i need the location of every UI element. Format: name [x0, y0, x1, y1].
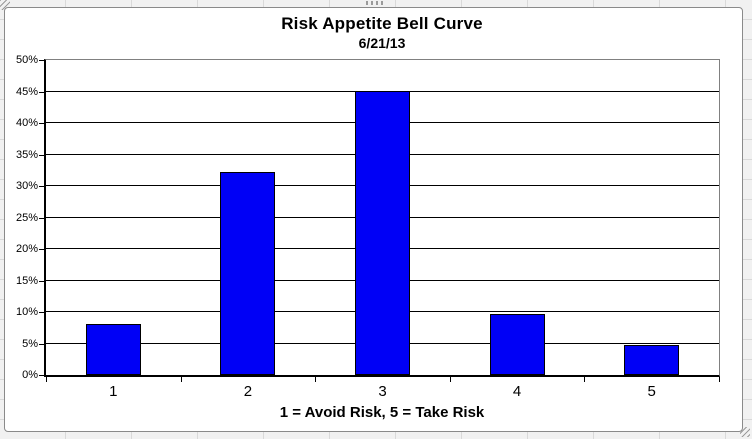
x-axis-tick	[180, 377, 182, 382]
x-axis-label-1: 1	[109, 383, 118, 400]
bar-category-5[interactable]	[624, 344, 680, 375]
y-axis-tick	[39, 217, 44, 219]
x-axis-tick	[315, 377, 317, 382]
y-axis-label-5pct: 5%	[22, 337, 38, 350]
chart-resize-handle-top-left[interactable]	[0, 0, 10, 10]
y-axis-label-45pct: 45%	[15, 85, 38, 98]
x-axis-label-5: 5	[647, 383, 656, 400]
y-axis-label-30pct: 30%	[15, 180, 38, 192]
y-axis-label-20pct: 20%	[15, 243, 38, 255]
y-axis-tick	[39, 154, 44, 156]
y-axis-tick	[39, 60, 44, 61]
y-axis-tick	[39, 343, 44, 345]
y-axis-tick	[39, 312, 44, 313]
y-axis-label-35pct: 35%	[15, 148, 38, 161]
plot-area	[44, 59, 720, 377]
x-axis-tick	[584, 377, 586, 382]
chart-object[interactable]: Risk Appetite Bell Curve 6/21/13 1 = Avo…	[4, 7, 743, 432]
x-axis-label-4: 4	[512, 383, 522, 400]
y-axis-label-0pct: 0%	[22, 369, 38, 381]
y-axis-tick	[39, 280, 44, 282]
bar-category-1[interactable]	[85, 323, 141, 375]
y-axis-tick	[39, 123, 44, 124]
y-axis-label-15pct: 15%	[15, 274, 38, 287]
y-axis-label-10pct: 10%	[15, 306, 38, 318]
chart-subtitle: 6/21/13	[358, 35, 406, 51]
bar-category-3[interactable]	[355, 90, 410, 375]
x-axis-label-3: 3	[378, 383, 387, 400]
x-axis-tick	[449, 377, 451, 382]
y-axis-label-40pct: 40%	[15, 117, 38, 129]
y-axis-tick	[39, 91, 44, 93]
chart-title: Risk Appetite Bell Curve	[281, 14, 483, 33]
x-axis-tick	[719, 377, 720, 382]
y-axis-tick	[39, 249, 44, 250]
bar-category-2[interactable]	[220, 171, 276, 375]
y-axis-label-25pct: 25%	[15, 211, 38, 224]
chart-resize-handle-top-center[interactable]	[366, 1, 386, 5]
y-axis-tick	[39, 186, 44, 187]
x-axis-tick	[46, 377, 47, 382]
x-axis-title: 1 = Avoid Risk, 5 = Take Risk	[279, 404, 485, 421]
bar-category-4[interactable]	[489, 313, 545, 375]
y-axis-label-50pct: 50%	[15, 54, 38, 66]
x-axis-label-2: 2	[243, 383, 253, 400]
y-axis-tick	[39, 375, 44, 376]
chart-resize-handle-bottom-right[interactable]	[740, 427, 750, 437]
